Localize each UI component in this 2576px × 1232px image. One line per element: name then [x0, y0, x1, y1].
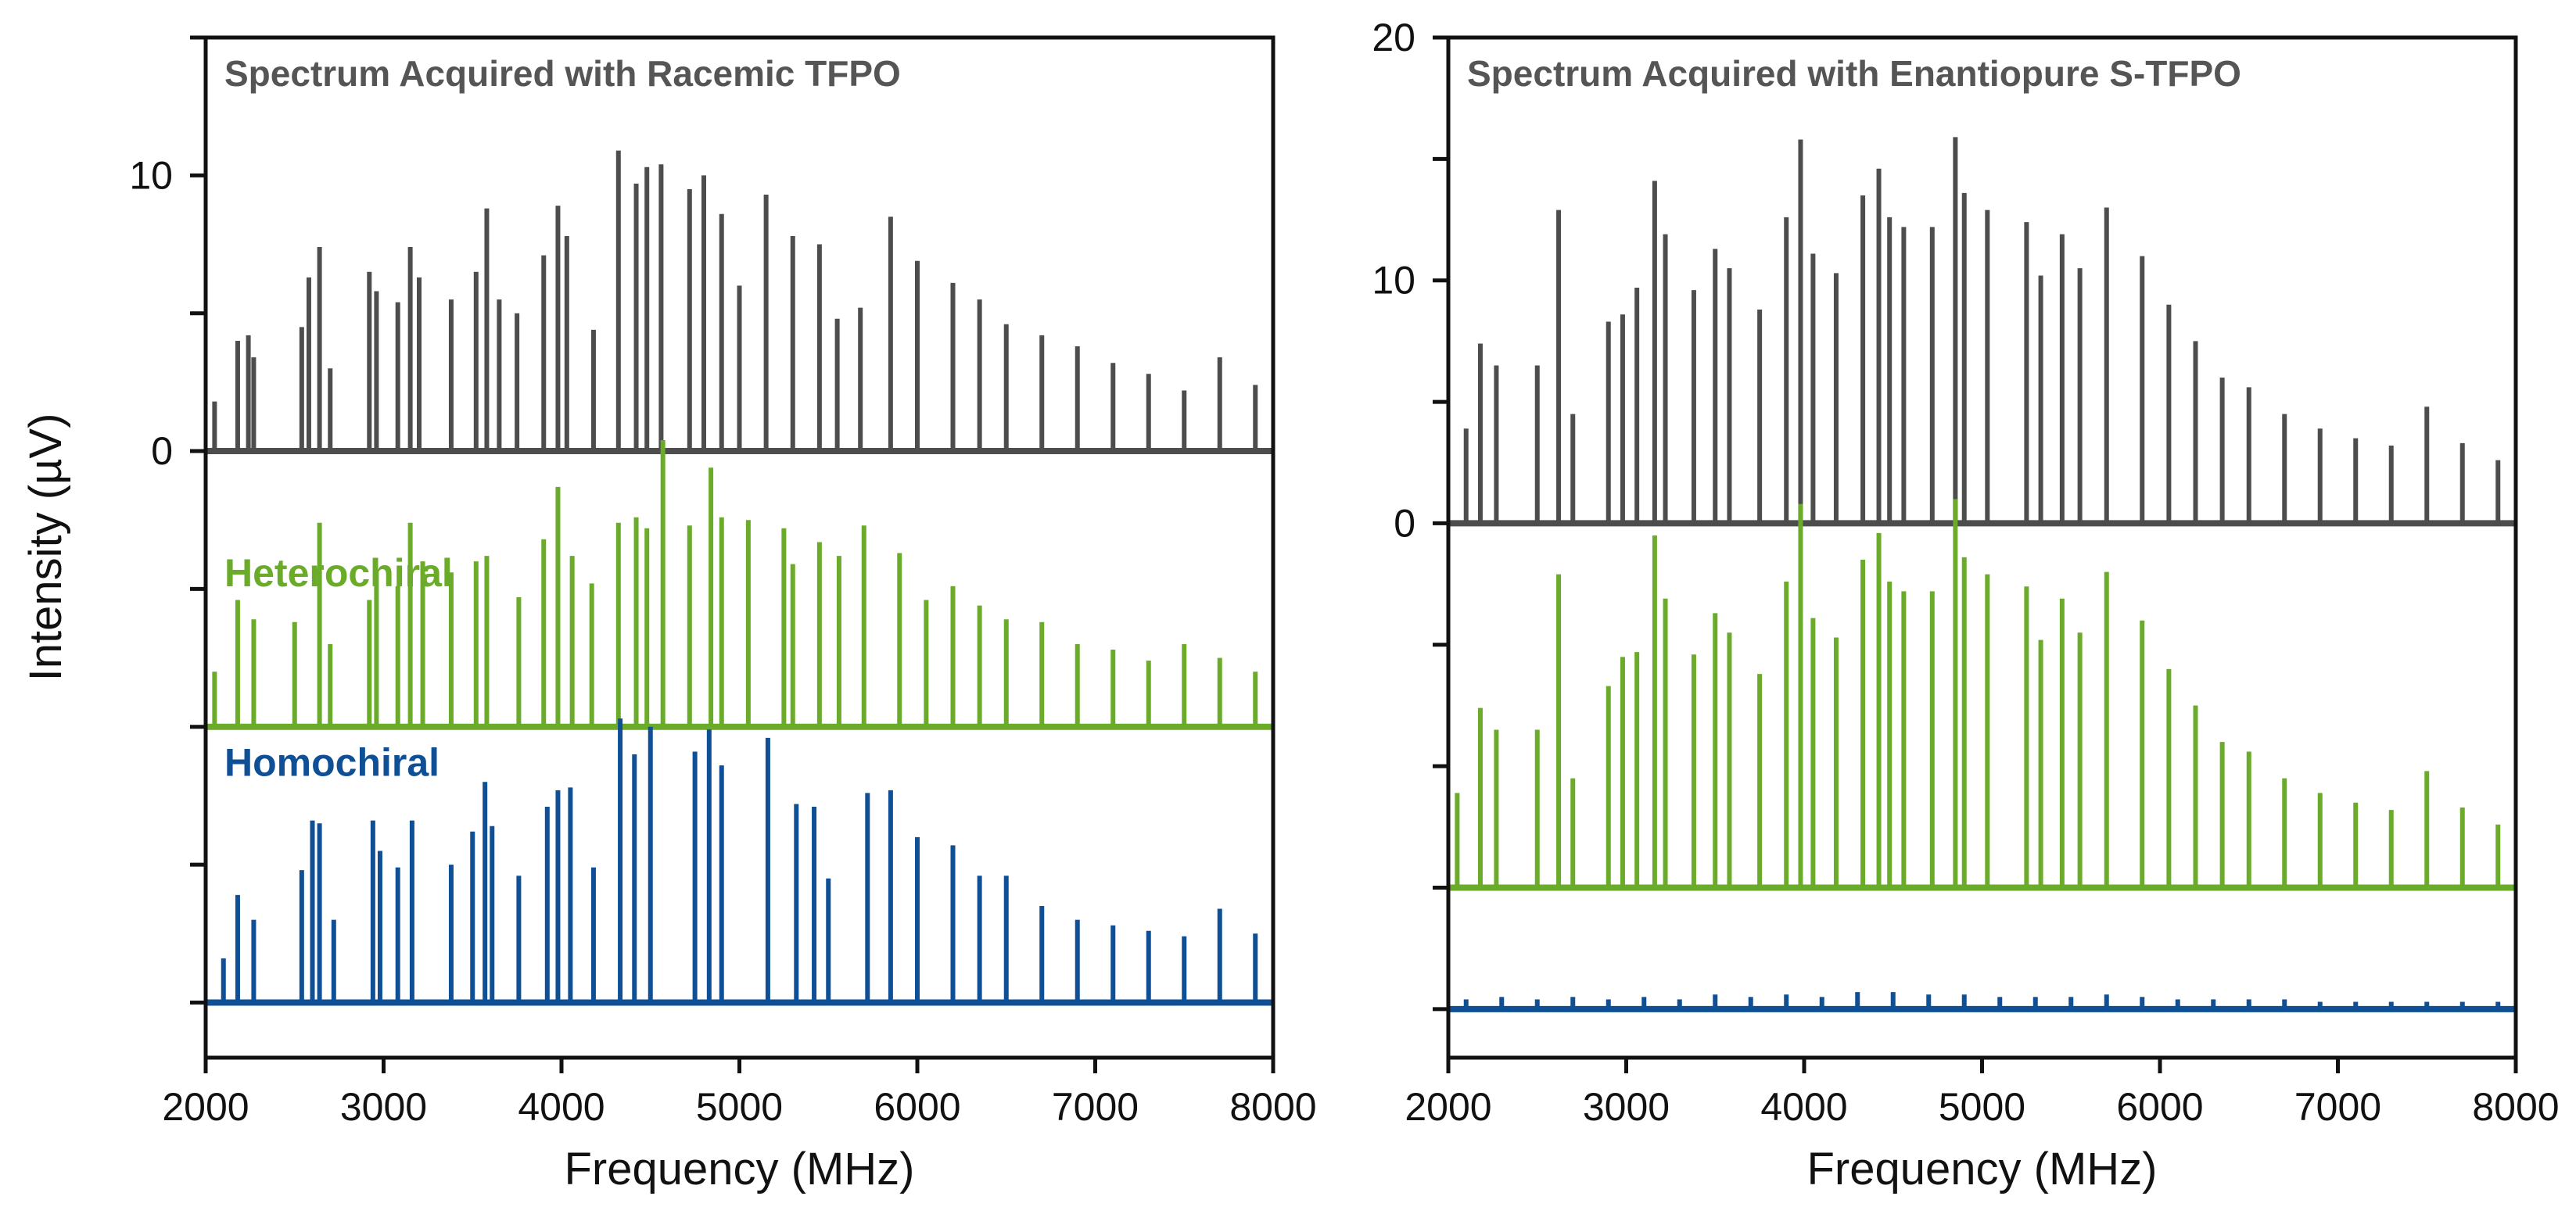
y-tick-label: 10 [1372, 259, 1415, 303]
x-tick-label: 5000 [696, 1085, 783, 1129]
series-label-homochiral: Homochiral [224, 740, 439, 784]
x-tick-label: 7000 [2294, 1085, 2381, 1129]
plot-frame [203, 35, 1275, 1060]
series-heterochiral: Heterochiral [206, 439, 1273, 730]
y-tick-label: 0 [151, 429, 173, 473]
x-tick-label: 3000 [340, 1085, 427, 1129]
x-tick-label: 4000 [518, 1085, 605, 1129]
panel-title: Spectrum Acquired with Racemic TFPO [224, 53, 901, 94]
series-heterochiral [1448, 499, 2516, 891]
series-racemic-tfpo [206, 150, 1273, 455]
x-tick-label: 6000 [2116, 1085, 2203, 1129]
x-tick-label: 5000 [1939, 1085, 2025, 1129]
x-tick-label: 6000 [874, 1085, 960, 1129]
x-tick-label: 7000 [1052, 1085, 1139, 1129]
x-axis-title: Frequency (MHz) [565, 1144, 915, 1194]
panel-title: Spectrum Acquired with Enantiopure S-TFP… [1467, 53, 2241, 94]
y-tick-label: 10 [129, 153, 173, 197]
panel-racemic: Heterochiral Homochiral 2000 3000 4000 5000 60… [129, 35, 1317, 1194]
y-axis-title: Intensity (µV) [20, 414, 71, 682]
plot-frame [1446, 35, 2518, 1060]
x-tick-label: 8000 [2472, 1085, 2559, 1129]
series-homochiral: Homochiral [206, 718, 1273, 1006]
y-tick-label: 0 [1394, 501, 1415, 545]
series-homochiral [1448, 992, 2516, 1012]
panel-enantiopure: 2000 3000 4000 5000 6000 7000 8000 20 10 0 Spectru… [1372, 16, 2559, 1194]
y-tick-label: 20 [1372, 16, 1415, 59]
x-tick-label: 8000 [1229, 1085, 1316, 1129]
x-tick-label: 2000 [162, 1085, 249, 1129]
x-tick-label: 3000 [1583, 1085, 1670, 1129]
x-axis-title: Frequency (MHz) [1807, 1144, 2158, 1194]
series-label-heterochiral: Heterochiral [224, 551, 453, 595]
x-tick-label: 2000 [1405, 1085, 1491, 1129]
x-tick-label: 4000 [1760, 1085, 1847, 1129]
series-enantiopure-s-tfpo [1448, 137, 2516, 527]
